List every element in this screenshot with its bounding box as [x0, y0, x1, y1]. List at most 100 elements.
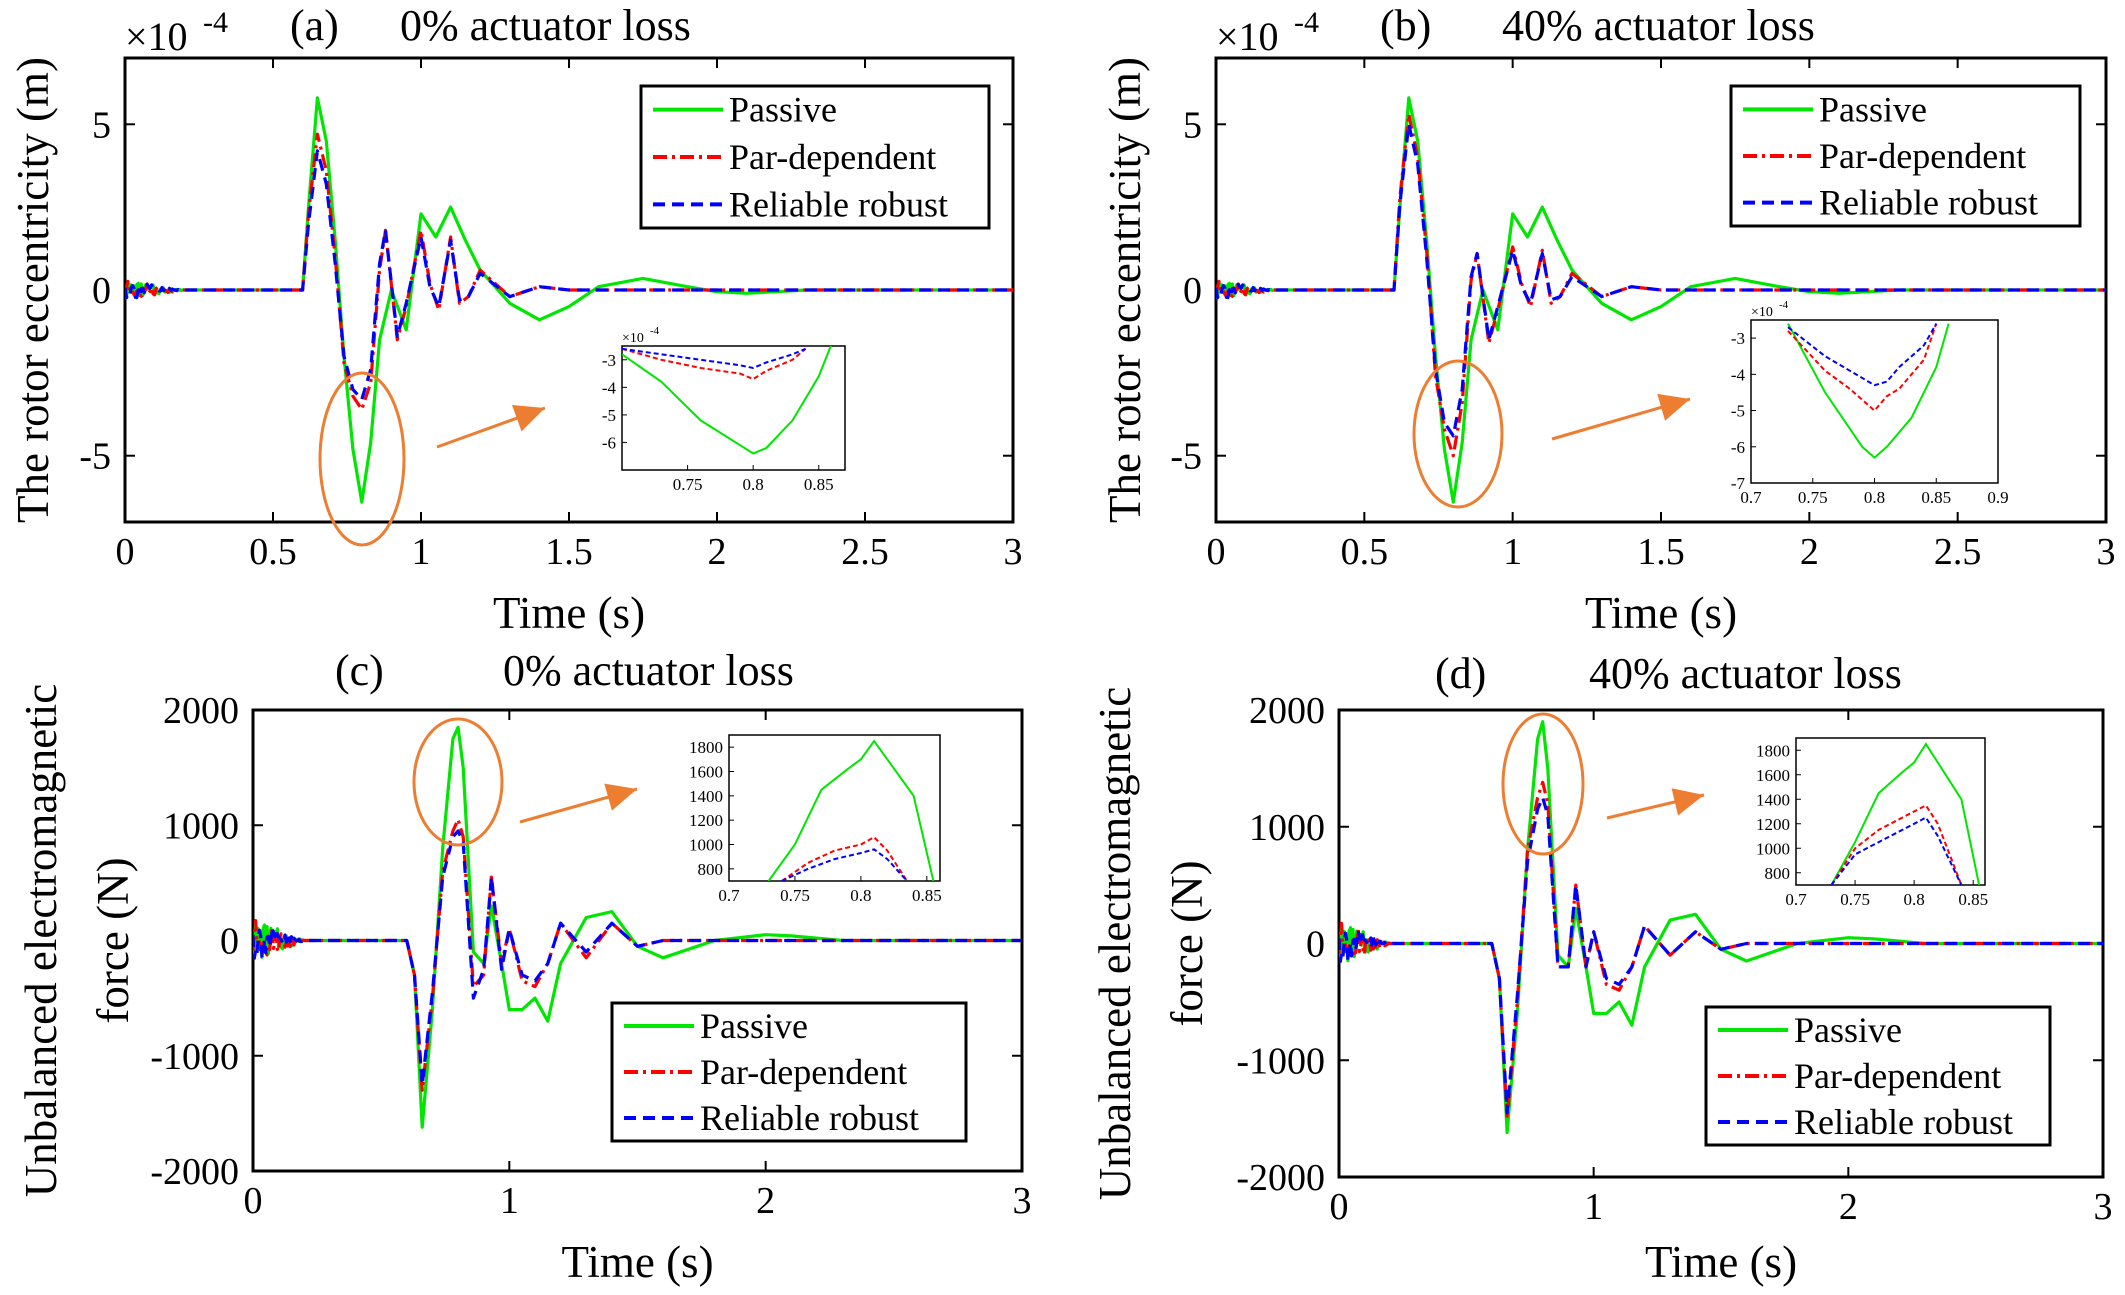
highlight-ellipse — [1412, 359, 1504, 509]
legend-label: Passive — [700, 1006, 808, 1046]
inset-x-tick-label: 0.9 — [1987, 488, 2008, 507]
panel-c: 0 1 2 3 -2000 -1000 0 1000 2000 (c) 0% actuator lo… — [16, 646, 1032, 1287]
inset-y-tick-label: -4 — [602, 378, 617, 397]
exponent-label: ×10 — [125, 14, 188, 59]
inset-y-tick-label: 1800 — [1756, 741, 1790, 760]
x-tick-label: 0.5 — [249, 531, 297, 573]
y-tick-label: -1000 — [1236, 1040, 1325, 1082]
y-tick-label: 2000 — [163, 690, 239, 732]
x-tick-label: 1 — [500, 1180, 519, 1222]
legend-label: Par-dependent — [729, 137, 936, 177]
y-tick-label: 0 — [1306, 924, 1325, 966]
inset-x-tick-label: 0.8 — [850, 886, 871, 905]
x-tick-label: 1.5 — [545, 531, 593, 573]
inset-exponent-label: ×10 — [1751, 305, 1773, 320]
y-tick-label: 5 — [92, 104, 111, 146]
highlight-ellipse — [412, 717, 504, 847]
inset-x-tick-label: 0.8 — [1904, 890, 1925, 909]
legend-label: Par-dependent — [1794, 1056, 2001, 1096]
y-tick-label: 0 — [220, 921, 239, 963]
inset-series-par-dependent — [781, 835, 908, 881]
y-tick-label: -1000 — [150, 1036, 239, 1078]
inset-y-tick-label: 800 — [698, 860, 724, 879]
inset-x-tick-label: 0.8 — [743, 475, 764, 494]
legend: Passive Par-dependent Reliable robust — [639, 84, 991, 230]
inset-x-tick-label: 0.75 — [1840, 890, 1870, 909]
panel-label: (a) — [290, 1, 339, 50]
series-line-reliable-robust — [125, 149, 1013, 401]
inset-area — [621, 345, 846, 471]
series-line-reliable-robust — [1339, 796, 2103, 1115]
x-axis-label: Time (s) — [1645, 1237, 1797, 1287]
y-axis-label: The rotor eccentricity (m) — [1100, 57, 1150, 523]
inset-x-tick-label: 0.75 — [1798, 488, 1828, 507]
chart-title: 40% actuator loss — [1502, 1, 1815, 50]
y-tick-label: -2000 — [150, 1151, 239, 1193]
inset-x-tick-label: 0.8 — [1864, 488, 1885, 507]
x-axis-label: Time (s) — [1585, 588, 1737, 638]
y-tick-label: 1000 — [163, 805, 239, 847]
x-tick-label: 1 — [1503, 531, 1522, 573]
panel-label: (d) — [1435, 649, 1486, 698]
x-tick-label: 2.5 — [841, 531, 889, 573]
inset-y-tick-label: -3 — [1731, 329, 1745, 348]
inset-y-tick-label: 1200 — [689, 811, 723, 830]
x-tick-label: 2 — [708, 531, 727, 573]
inset-zoom: 0.75 0.8 0.85 -3 -4 -5 -6 ×10 -4 — [602, 325, 846, 494]
inset-y-tick-label: -5 — [1731, 402, 1745, 421]
inset-y-tick-label: 1200 — [1756, 815, 1790, 834]
inset-x-tick-label: 0.85 — [1921, 488, 1951, 507]
legend-label: Reliable robust — [1794, 1102, 2013, 1142]
legend-label: Reliable robust — [700, 1098, 919, 1138]
inset-x-tick-label: 0.85 — [1958, 890, 1988, 909]
y-axis-label-2: force (N) — [1162, 860, 1212, 1026]
x-axis-label: Time (s) — [493, 588, 645, 638]
inset-series-passive — [622, 346, 832, 455]
x-tick-label: 0 — [1330, 1186, 1349, 1228]
x-tick-label: 1 — [412, 531, 431, 573]
inset-x-tick-label: 0.7 — [1785, 890, 1807, 909]
highlight-ellipse — [1501, 712, 1585, 856]
x-tick-label: 1 — [1584, 1186, 1603, 1228]
zoom-arrow-head — [1671, 788, 1704, 816]
inset-y-tick-label: 1600 — [689, 763, 723, 782]
x-axis-label: Time (s) — [561, 1237, 713, 1287]
inset-y-tick-label: -5 — [602, 406, 616, 425]
legend-label: Par-dependent — [1819, 136, 2026, 176]
exponent-label: ×10 — [1216, 14, 1279, 59]
panel-d: 0 1 2 3 -2000 -1000 0 1000 2000 (d) 40% actuator l… — [1090, 649, 2113, 1287]
highlight-ellipse — [318, 371, 406, 547]
y-tick-label: 0 — [92, 270, 111, 312]
x-tick-label: 0 — [116, 531, 135, 573]
inset-series-par-dependent — [1787, 323, 1938, 413]
inset-x-tick-label: 0.85 — [912, 886, 942, 905]
inset-y-tick-label: -7 — [1731, 474, 1746, 493]
y-axis-label: Unbalanced electromagnetic — [1090, 687, 1140, 1200]
inset-y-tick-label: 800 — [1765, 864, 1791, 883]
inset-y-tick-label: 1000 — [689, 836, 723, 855]
inset-series-reliable-robust — [1830, 816, 1963, 885]
inset-y-tick-label: -3 — [602, 351, 616, 370]
legend: Passive Par-dependent Reliable robust — [1704, 1005, 2052, 1147]
x-tick-label: 1.5 — [1637, 531, 1685, 573]
panel-label: (c) — [335, 646, 384, 695]
inset-x-tick-label: 0.75 — [673, 475, 703, 494]
exponent-power: -4 — [203, 6, 228, 39]
y-axis-label-2: force (N) — [88, 857, 138, 1023]
panel-label: (b) — [1380, 1, 1431, 50]
inset-y-tick-label: -6 — [602, 433, 616, 452]
y-tick-label: -5 — [1170, 436, 1202, 478]
series-line-par-dependent — [253, 817, 1022, 1092]
inset-series-passive — [767, 739, 935, 881]
series-line-reliable-robust — [253, 829, 1022, 1087]
legend-label: Par-dependent — [700, 1052, 907, 1092]
inset-series-par-dependent — [1830, 804, 1963, 885]
x-tick-label: 2 — [756, 1180, 775, 1222]
inset-x-tick-label: 0.85 — [804, 475, 834, 494]
inset-y-tick-label: 1800 — [689, 738, 723, 757]
y-tick-label: -2000 — [1236, 1157, 1325, 1199]
x-tick-label: 3 — [1013, 1180, 1032, 1222]
y-tick-label: 5 — [1183, 104, 1202, 146]
y-tick-label: -5 — [79, 436, 111, 478]
